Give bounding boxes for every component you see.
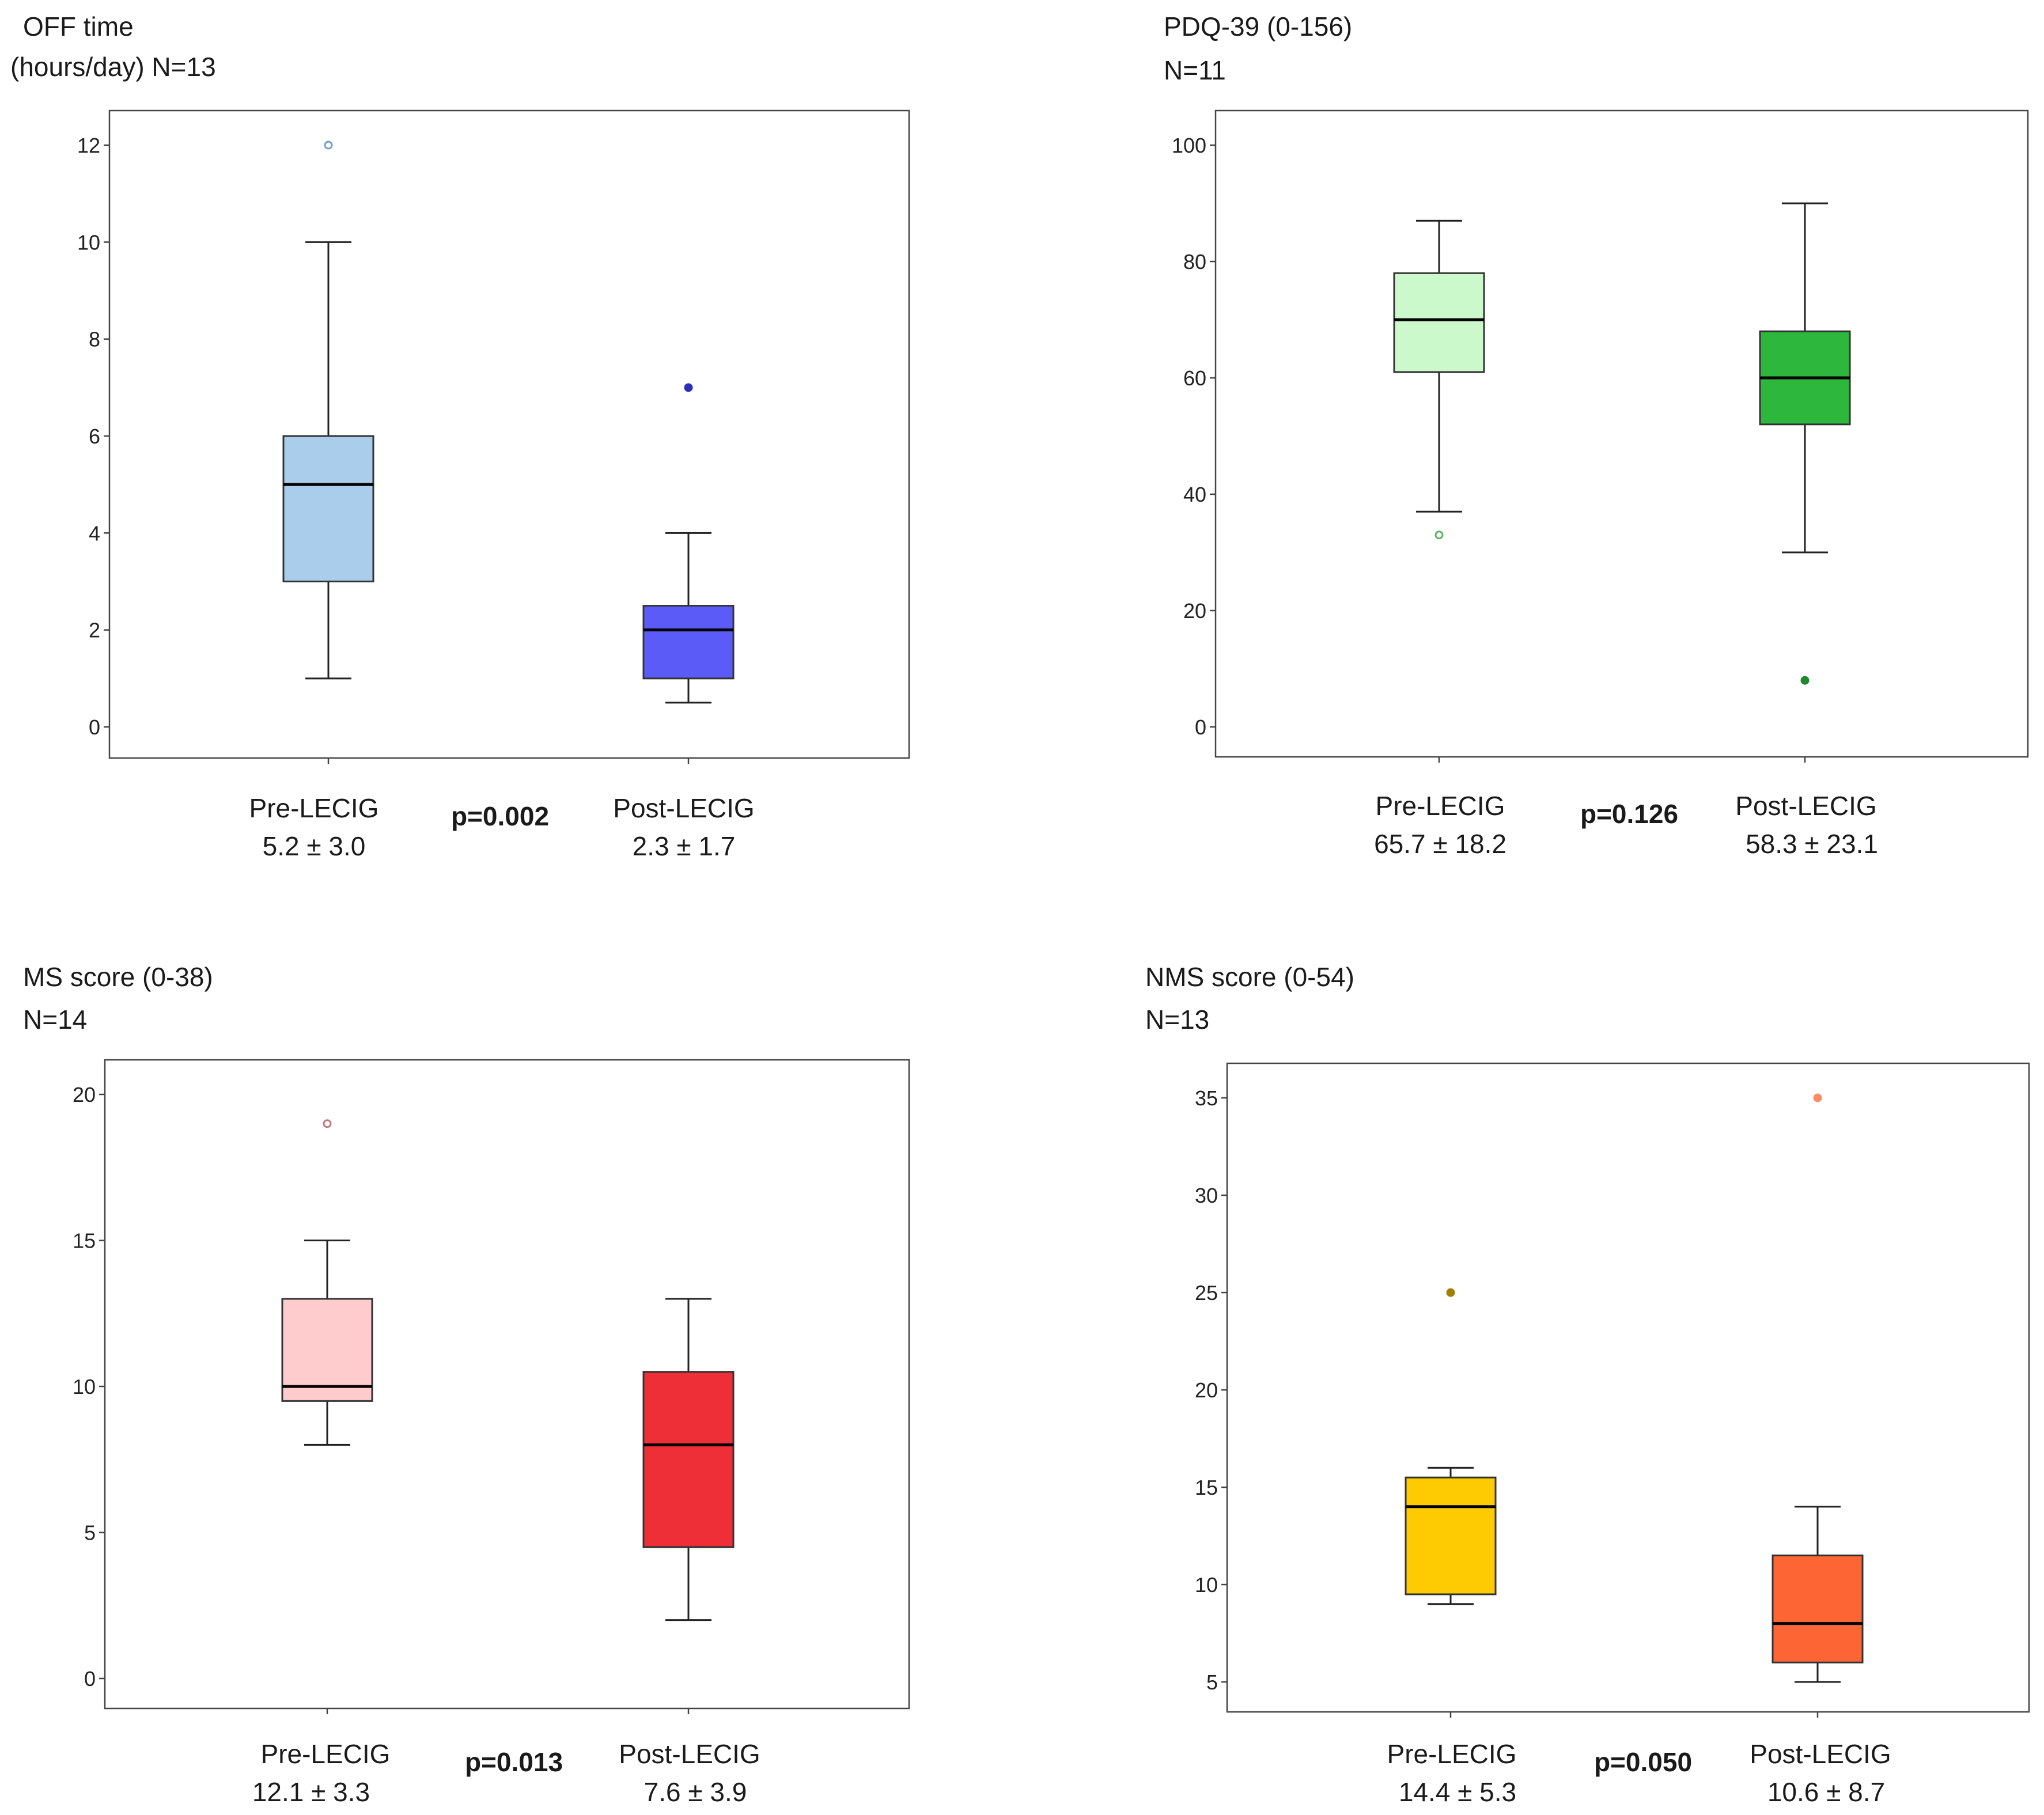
y-tick-label: 15 [1195, 1476, 1218, 1499]
y-tick-label: 5 [1206, 1670, 1218, 1694]
panel-title: NMS score (0-54) [1145, 962, 1354, 992]
group-label-pre: Pre-LECIG [1387, 1739, 1517, 1769]
group-label-pre: Pre-LECIG [249, 793, 379, 823]
y-tick-label: 12 [77, 134, 100, 157]
y-tick-label: 2 [89, 619, 100, 642]
y-tick-label: 60 [1183, 366, 1206, 390]
p-value: p=0.126 [1580, 799, 1679, 829]
y-tick-label: 0 [89, 715, 100, 739]
y-tick-label: 10 [1195, 1573, 1218, 1597]
p-value: p=0.002 [451, 801, 550, 831]
y-tick-label: 100 [1172, 134, 1206, 157]
outlier-point [323, 1119, 332, 1128]
outlier-point [324, 141, 333, 150]
y-tick-label: 10 [73, 1375, 96, 1399]
panel-subtitle: N=14 [23, 1005, 88, 1035]
group-stat-post: 7.6 ± 3.9 [644, 1777, 747, 1807]
outlier-point [1800, 676, 1810, 685]
y-tick-label: 40 [1183, 483, 1206, 506]
plot-frame [1226, 1062, 2030, 1713]
plot-frame [1214, 109, 2029, 758]
p-value: p=0.013 [464, 1747, 563, 1777]
group-label-post: Post-LECIG [1750, 1739, 1891, 1769]
y-tick-label: 6 [89, 425, 100, 448]
panel-subtitle: (hours/day) N=13 [10, 52, 216, 82]
y-tick-label: 20 [73, 1083, 96, 1107]
box-iqr [1405, 1476, 1497, 1596]
outlier-point [1446, 1288, 1455, 1297]
group-stat-post: 10.6 ± 8.7 [1767, 1777, 1886, 1807]
outlier-point [684, 383, 693, 392]
y-tick-label: 20 [1195, 1378, 1218, 1402]
plot-frame [108, 109, 910, 759]
group-stat-pre: 14.4 ± 5.3 [1398, 1777, 1517, 1807]
y-tick-label: 15 [73, 1229, 96, 1253]
box-iqr [1393, 272, 1485, 373]
group-stat-pre: 12.1 ± 3.3 [252, 1777, 370, 1807]
y-tick-label: 0 [84, 1667, 96, 1691]
group-label-post: Post-LECIG [613, 793, 755, 823]
panel-title: OFF time [23, 12, 134, 41]
y-tick-label: 5 [84, 1521, 96, 1545]
y-tick-label: 80 [1183, 250, 1206, 274]
y-tick-label: 4 [89, 521, 100, 545]
group-stat-pre: 65.7 ± 18.2 [1374, 829, 1506, 859]
y-tick-label: 10 [77, 230, 100, 254]
group-stat-post: 2.3 ± 1.7 [632, 831, 736, 861]
p-value: p=0.050 [1593, 1747, 1693, 1777]
group-label-pre: Pre-LECIG [1375, 791, 1505, 821]
box-iqr [282, 435, 374, 582]
outlier-point [1813, 1093, 1822, 1102]
panel-subtitle: N=11 [1164, 55, 1226, 85]
panel-title: PDQ-39 (0-156) [1164, 12, 1353, 41]
panel-subtitle: N=13 [1145, 1005, 1210, 1035]
group-label-post: Post-LECIG [619, 1739, 760, 1769]
group-label-post: Post-LECIG [1735, 791, 1877, 821]
panel-title: MS score (0-38) [23, 962, 213, 992]
group-label-pre: Pre-LECIG [260, 1739, 391, 1769]
y-tick-label: 8 [89, 328, 100, 351]
y-tick-label: 35 [1195, 1086, 1218, 1110]
group-stat-post: 58.3 ± 23.1 [1746, 829, 1878, 859]
box-iqr [642, 605, 735, 680]
y-tick-label: 0 [1195, 715, 1206, 739]
box-iqr [1772, 1554, 1864, 1664]
box-iqr [281, 1298, 373, 1402]
y-tick-label: 20 [1183, 599, 1206, 623]
box-iqr [642, 1371, 735, 1548]
y-tick-label: 25 [1195, 1281, 1218, 1305]
plot-frame [104, 1059, 910, 1710]
y-tick-label: 30 [1195, 1184, 1218, 1207]
group-stat-pre: 5.2 ± 3.0 [262, 831, 366, 861]
outlier-point [1434, 531, 1444, 540]
